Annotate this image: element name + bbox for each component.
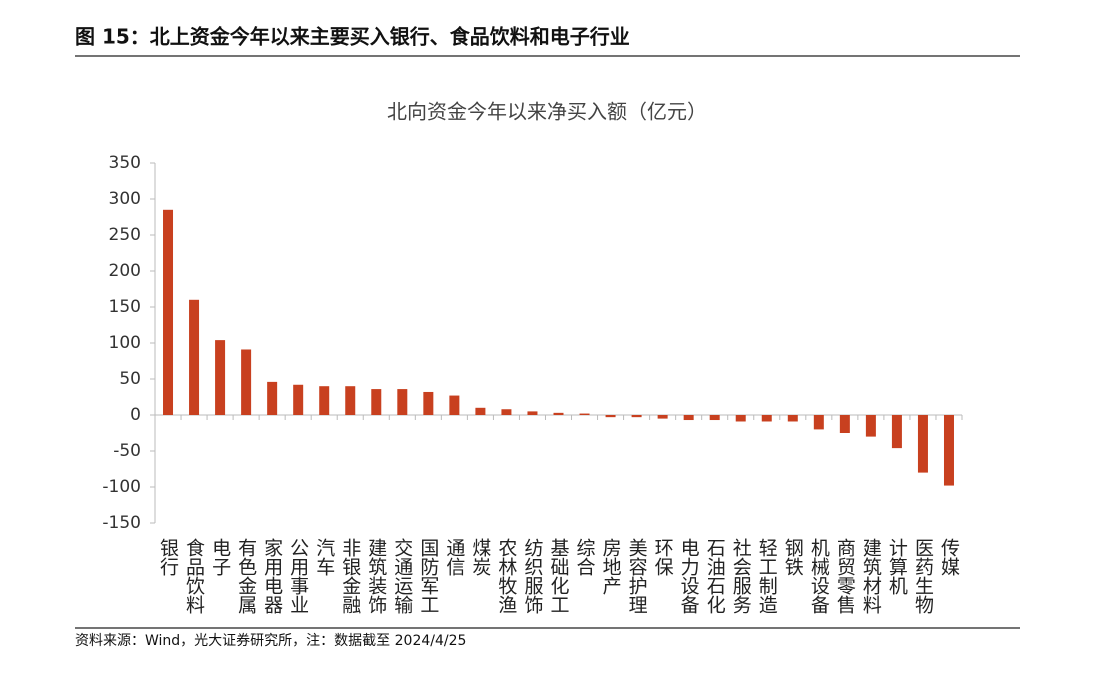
x-tick-label: 公用事业: [287, 538, 309, 614]
x-tick-label: 社会服务: [730, 538, 752, 614]
x-tick-label: 商贸零售: [834, 538, 856, 614]
x-tick-label: 通信: [443, 538, 465, 576]
x-tick-label: 农林牧渔: [495, 538, 517, 614]
x-tick-label: 国防军工: [417, 538, 439, 614]
x-tick-label: 房地产: [600, 538, 622, 595]
x-tick-label: 石油石化: [704, 538, 726, 614]
bar: [267, 381, 278, 415]
bar: [371, 389, 382, 415]
x-tick-label: 建筑装饰: [365, 538, 387, 614]
x-tick-label: 电力设备: [678, 538, 700, 614]
x-tick-label: 轻工制造: [756, 538, 778, 614]
x-tick-label: 医药生物: [912, 538, 934, 614]
y-tick-label: 150: [109, 297, 141, 317]
bar: [917, 415, 928, 473]
bar: [397, 389, 408, 415]
y-tick-label: -50: [113, 441, 141, 461]
bar: [579, 413, 590, 415]
x-tick-label: 非银金融: [339, 538, 361, 614]
x-tick-label: 银行: [157, 538, 179, 576]
x-tick-label: 计算机: [886, 538, 908, 595]
bar: [943, 415, 954, 486]
source-note: 资料来源：Wind，光大证券研究所，注：数据截至 2024/4/25: [75, 633, 466, 649]
bar: [787, 415, 798, 422]
bar: [891, 415, 902, 449]
bar: [449, 395, 460, 415]
bar: [735, 415, 746, 422]
y-tick-label: 0: [130, 405, 141, 425]
bar: [631, 415, 642, 418]
x-tick-label: 钢铁: [782, 538, 804, 576]
bar: [319, 386, 330, 415]
y-tick-label: 300: [109, 189, 141, 209]
bar: [527, 411, 538, 415]
bar: [241, 349, 252, 415]
x-tick-label: 美容护理: [626, 538, 648, 614]
bar: [657, 415, 668, 419]
bar: [501, 409, 512, 415]
x-tick-label: 传媒: [938, 538, 960, 576]
y-tick-label: -150: [102, 513, 141, 533]
bar: [761, 415, 772, 422]
x-tick-label: 煤炭: [469, 538, 491, 576]
x-tick-label: 家用电器: [261, 538, 283, 614]
x-tick-label: 基础化工: [548, 538, 570, 614]
bar: [553, 412, 564, 415]
x-tick-label: 环保: [652, 538, 674, 576]
bar: [215, 340, 226, 415]
bar: [163, 209, 174, 415]
y-tick-label: 350: [109, 153, 141, 173]
y-tick-label: 50: [119, 369, 141, 389]
x-tick-label: 汽车: [313, 538, 335, 576]
x-tick-label: 有色金属: [235, 538, 257, 615]
x-tick-label: 食品饮料: [183, 538, 205, 614]
bar: [813, 415, 824, 430]
y-tick-label: 250: [109, 225, 141, 245]
bar: [345, 386, 356, 415]
x-tick-label: 交通运输: [391, 538, 413, 614]
chart-title: 北向资金今年以来净买入额（亿元）: [387, 100, 707, 124]
y-tick-label: 100: [109, 333, 141, 353]
figure-title: 图 15：北上资金今年以来主要买入银行、食品饮料和电子行业: [75, 25, 630, 49]
bar: [839, 415, 850, 433]
y-tick-label: 200: [109, 261, 141, 281]
bar: [709, 415, 720, 421]
bar: [865, 415, 876, 437]
x-tick-label: 综合: [574, 538, 596, 576]
bar: [293, 384, 304, 415]
y-tick-label: -100: [102, 477, 141, 497]
bar: [423, 391, 434, 415]
x-tick-label: 建筑材料: [860, 538, 882, 614]
x-tick-label: 机械设备: [808, 538, 830, 614]
bar: [189, 299, 200, 415]
x-tick-label: 纺织服饰: [521, 538, 543, 614]
x-tick-label: 电子: [209, 538, 231, 576]
bar: [475, 407, 486, 415]
bar: [605, 415, 616, 418]
bar: [683, 415, 694, 421]
